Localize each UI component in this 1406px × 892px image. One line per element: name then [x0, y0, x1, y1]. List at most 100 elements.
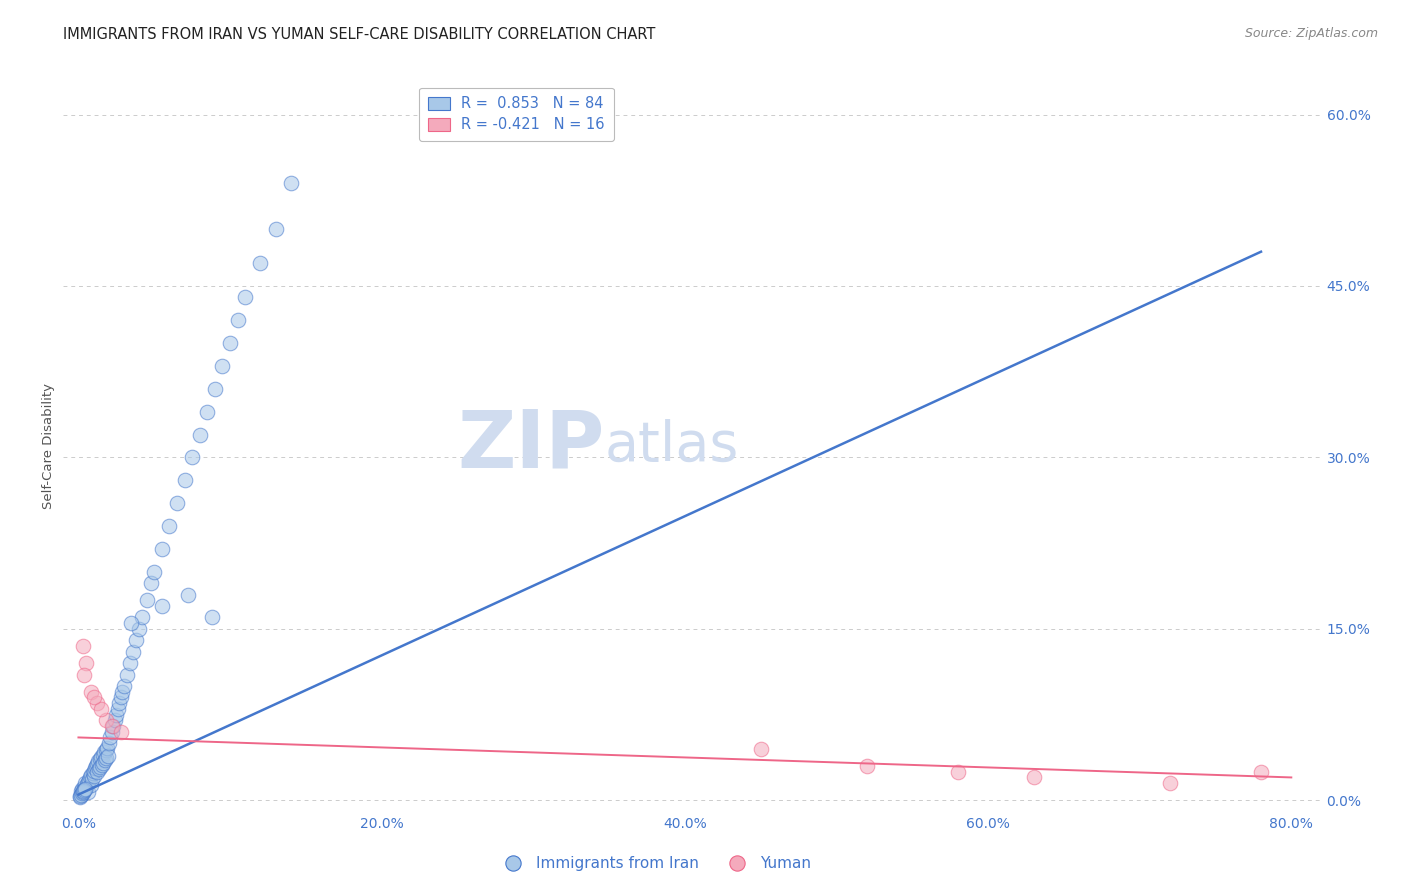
Point [173, 473, 195, 487]
Point [75, 776, 97, 790]
Point [1250, 764, 1272, 779]
Point [70, 787, 93, 801]
Point [70, 781, 93, 796]
Point [115, 667, 138, 681]
Point [201, 610, 224, 624]
Point [76, 785, 98, 799]
Point [69, 788, 91, 802]
Y-axis label: Self-Care Disability: Self-Care Disability [42, 383, 55, 509]
Point [83, 690, 105, 705]
Point [166, 496, 188, 510]
Point [91, 747, 114, 762]
Point [77, 775, 100, 789]
Point [75, 780, 97, 795]
Point [204, 382, 226, 396]
Point [69, 789, 91, 803]
Point [79, 779, 101, 793]
Point [110, 690, 132, 705]
Point [143, 565, 166, 579]
Point [188, 427, 211, 442]
Point [89, 752, 111, 766]
Point [1159, 776, 1181, 790]
Point [89, 760, 111, 774]
Point [94, 714, 117, 728]
Point [93, 745, 115, 759]
Point [131, 610, 153, 624]
Point [86, 756, 108, 771]
Point [264, 222, 287, 236]
Point [1022, 771, 1045, 785]
Point [90, 702, 112, 716]
Point [226, 313, 249, 327]
Point [219, 336, 242, 351]
Point [135, 593, 157, 607]
Text: atlas: atlas [605, 419, 738, 473]
Point [93, 756, 115, 770]
Point [69, 789, 91, 804]
Point [87, 763, 110, 777]
Point [176, 588, 198, 602]
Point [97, 736, 120, 750]
Point [73, 780, 96, 794]
Point [73, 667, 96, 681]
Point [101, 724, 124, 739]
Point [122, 645, 145, 659]
Point [181, 450, 204, 465]
Point [72, 787, 94, 801]
Point [105, 707, 128, 722]
Point [97, 748, 120, 763]
Point [128, 622, 150, 636]
Point [70, 788, 93, 802]
Point [111, 684, 134, 698]
Point [856, 759, 879, 773]
Point [101, 719, 124, 733]
Point [72, 639, 94, 653]
Point [150, 541, 173, 556]
Point [121, 616, 143, 631]
Point [84, 761, 107, 775]
Point [112, 679, 135, 693]
Legend: Immigrants from Iran, Yuman: Immigrants from Iran, Yuman [492, 850, 817, 877]
Point [73, 781, 96, 796]
Point [96, 740, 118, 755]
Point [108, 696, 131, 710]
Point [104, 714, 127, 728]
Point [73, 783, 96, 797]
Text: IMMIGRANTS FROM IRAN VS YUMAN SELF-CARE DISABILITY CORRELATION CHART: IMMIGRANTS FROM IRAN VS YUMAN SELF-CARE … [63, 27, 655, 42]
Point [749, 742, 772, 756]
Point [80, 772, 103, 786]
Point [103, 719, 125, 733]
Point [90, 749, 112, 764]
Point [86, 764, 108, 779]
Point [86, 696, 108, 710]
Point [83, 769, 105, 783]
Point [141, 576, 163, 591]
Point [150, 599, 173, 613]
Point [946, 764, 969, 779]
Point [125, 633, 148, 648]
Point [157, 519, 180, 533]
Point [90, 757, 112, 772]
Point [107, 702, 129, 716]
Point [83, 764, 105, 778]
Point [118, 656, 141, 670]
Point [72, 785, 94, 799]
Point [73, 783, 96, 797]
Point [233, 290, 256, 304]
Point [98, 731, 121, 745]
Point [96, 751, 118, 765]
Point [77, 772, 100, 787]
Point [79, 771, 101, 785]
Point [249, 256, 271, 270]
Point [87, 755, 110, 769]
Point [80, 768, 103, 782]
Point [195, 405, 218, 419]
Point [280, 176, 302, 190]
Point [79, 684, 101, 698]
Point [72, 784, 94, 798]
Point [84, 759, 107, 773]
Point [94, 753, 117, 767]
Point [110, 724, 132, 739]
Text: Source: ZipAtlas.com: Source: ZipAtlas.com [1244, 27, 1378, 40]
Point [211, 359, 233, 373]
